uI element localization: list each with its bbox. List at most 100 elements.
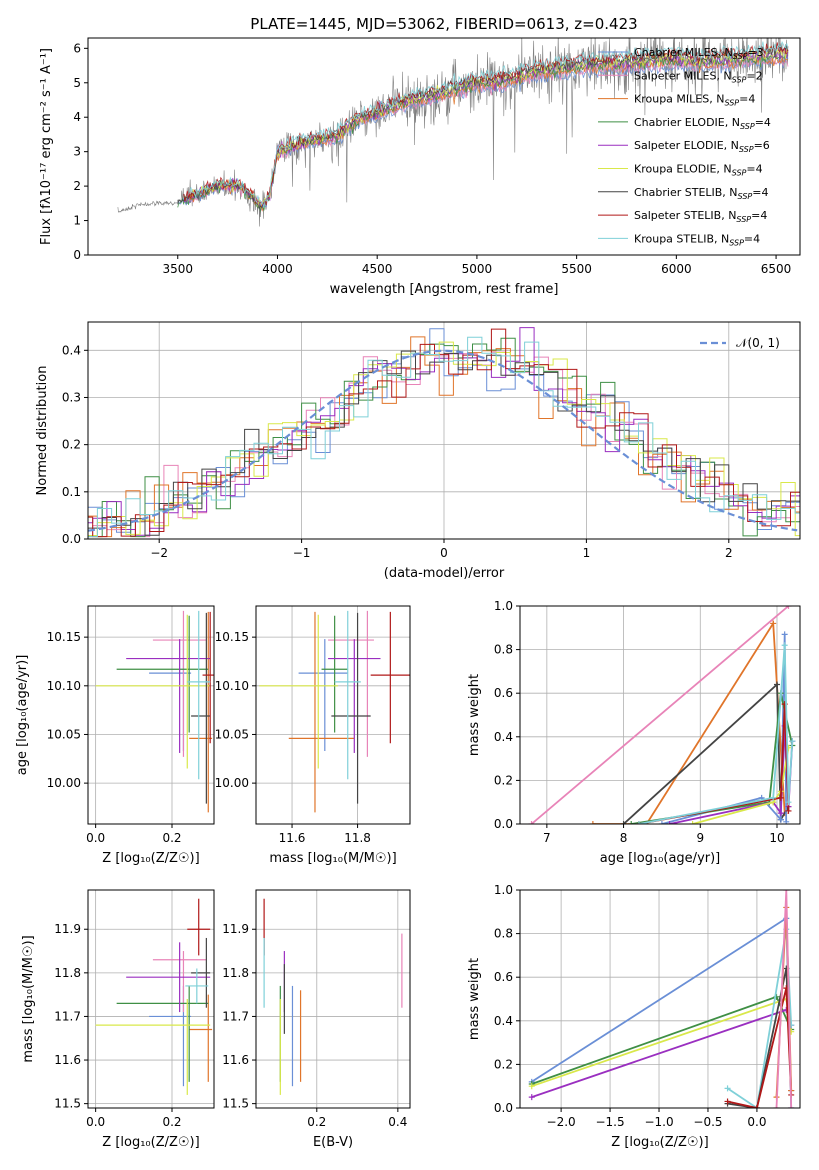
series-line-salpeter-stelib (727, 987, 793, 1108)
legend-entry: Salpeter ELODIE, NSSP=6 (634, 139, 770, 154)
legend-entry: Chabrier STELIB, NSSP=4 (634, 186, 768, 201)
age-vs-Z-panel: 0.0 0.2 10.00 10.05 10.10 10.15 Z [log₁₀(Z/Z☉)… (15, 605, 215, 866)
series-line-salpeter-miles (775, 890, 793, 1108)
tick-label-y: 11.9 (222, 922, 249, 936)
legend-entry: Kroupa ELODIE, NSSP=4 (634, 163, 763, 178)
model-line-kroupa-stelib (189, 41, 789, 208)
legend-entry: Chabrier MILES, NSSP=3 (634, 46, 764, 61)
series-marker (773, 1105, 780, 1108)
tick-label-y: 0.4 (494, 1014, 513, 1028)
tick-label-x: 0.2 (162, 831, 181, 845)
tick-label-y: 1.0 (494, 599, 513, 613)
tick-label-y: 3 (73, 145, 81, 159)
spectrum-panel: 3500 4000 4500 5000 5500 6000 6500 0 1 2 3 4 5 6 wavel… (39, 15, 801, 297)
mass-vs-Z-panel: 0.0 0.2 11.5 11.6 11.7 11.8 11.9 Z [log₁₀(Z/Z☉)… (21, 889, 215, 1150)
tick-label-x: −2 (150, 546, 168, 560)
series-marker (785, 606, 792, 609)
tick-label-y: 0.6 (494, 686, 513, 700)
tick-label-x: 0.4 (388, 1115, 407, 1129)
tick-label-y: 6 (73, 41, 81, 55)
tick-label-y: 0.8 (494, 643, 513, 657)
tick-label-x: 2 (725, 546, 733, 560)
series-marker (777, 794, 784, 801)
x-axis-label: age [log₁₀(age/yr)] (600, 851, 721, 866)
series-marker (658, 821, 665, 824)
legend-sub: SSP (733, 52, 748, 61)
legend-label: Salpeter STELIB, N (634, 209, 736, 222)
tick-label-x: 0.0 (86, 1115, 105, 1129)
series-line-salpeter-elodie (531, 1008, 793, 1098)
series-marker (620, 821, 627, 824)
series-line-salpeter-elodie (669, 725, 794, 824)
tick-label-x: −0.5 (693, 1115, 722, 1129)
series-marker (777, 810, 784, 817)
tick-label-y: 5 (73, 76, 81, 90)
tick-label-x: 8 (620, 831, 628, 845)
histogram-salpeter-stelib (88, 328, 800, 538)
legend-suffix: =6 (754, 139, 770, 152)
series-marker (628, 821, 635, 824)
series-marker (724, 1085, 731, 1092)
series-marker (528, 1094, 535, 1101)
plot-frame (519, 605, 801, 825)
massweight-vs-age-panel: 7 8 9 10 0.0 0.2 0.4 0.6 0.8 1.0 age [log₁₀(age/yr… (467, 599, 801, 866)
tick-label-x: 0.2 (162, 1115, 181, 1129)
histogram-kroupa-stelib (88, 336, 800, 538)
series-line-salpeter-stelib (638, 704, 790, 824)
tick-label-y: 10.10 (215, 679, 249, 693)
tick-label-y: 11.6 (222, 1053, 249, 1067)
tick-label-y: 10.00 (215, 776, 249, 790)
series-marker (785, 799, 792, 806)
series-marker (789, 738, 796, 745)
series-marker (689, 821, 696, 824)
series-line-kroupa-elodie (692, 747, 790, 824)
tick-label-x: 0 (440, 546, 448, 560)
series-marker (724, 1098, 731, 1105)
legend-label: Salpeter MILES, N (634, 69, 732, 82)
tick-label-y: 11.7 (54, 1009, 81, 1023)
series-marker (528, 821, 535, 824)
y-axis-label: mass [log₁₀(M/M☉)] (21, 935, 36, 1062)
chart-title: PLATE=1445, MJD=53062, FIBERID=0613, z=0… (250, 15, 637, 33)
legend-entry: Kroupa MILES, NSSP=4 (634, 93, 755, 108)
tick-label-y: 2 (73, 179, 81, 193)
mass-vs-ebv-panel: 0.2 0.4 11.5 11.6 11.7 11.8 11.9 E(B-V) (222, 889, 411, 1150)
tick-label-y: 0.3 (62, 390, 81, 404)
legend-sub: SSP (739, 145, 754, 154)
series-marker (773, 681, 780, 688)
tick-label-x: 5000 (462, 262, 493, 276)
tick-label-y: 0.0 (62, 532, 81, 546)
legend-suffix: =4 (739, 93, 755, 106)
tick-label-y: 4 (73, 110, 81, 124)
tick-label-x: 11.6 (279, 831, 306, 845)
series-marker (781, 631, 788, 638)
tick-label-x: −1.5 (595, 1115, 624, 1129)
massweight-vs-Z-panel: −2.0 −1.5 −1.0 −0.5 0.0 0.0 0.2 0.4 0.6 0.8 1.0 Z [… (467, 883, 801, 1150)
series-line-kroupa-miles (592, 620, 790, 824)
legend-entry: Salpeter MILES, NSSP=2 (634, 69, 763, 84)
tick-label-y: 11.6 (54, 1053, 81, 1067)
legend-entry: Chabrier ELODIE, NSSP=4 (634, 116, 771, 131)
tick-label-x: −2.0 (547, 1115, 576, 1129)
tick-label-y: 11.7 (222, 1009, 249, 1023)
tick-label-x: 5500 (561, 262, 592, 276)
tick-label-x: 7 (543, 831, 551, 845)
tick-label-y: 11.8 (54, 966, 81, 980)
series-marker (788, 1105, 795, 1108)
tick-label-x: 4000 (262, 262, 293, 276)
tick-label-x: 3500 (162, 262, 193, 276)
tick-label-y: 11.5 (222, 1097, 249, 1111)
legend-label: Chabrier ELODIE, N (634, 116, 740, 129)
tick-label-x: 1 (583, 546, 591, 560)
y-axis-label: mass weight (467, 674, 482, 756)
tick-label-x: 6000 (661, 262, 692, 276)
legend-suffix: =4 (755, 116, 771, 129)
x-axis-label: E(B-V) (313, 1135, 353, 1150)
tick-label-x: −1 (293, 546, 311, 560)
tick-label-y: 11.9 (54, 922, 81, 936)
series-marker (781, 642, 788, 649)
tick-label-x: 10 (769, 831, 784, 845)
tick-label-y: 0.2 (494, 773, 513, 787)
series-line-salpeter-miles (530, 606, 790, 824)
y-axis-label: mass weight (467, 958, 482, 1040)
